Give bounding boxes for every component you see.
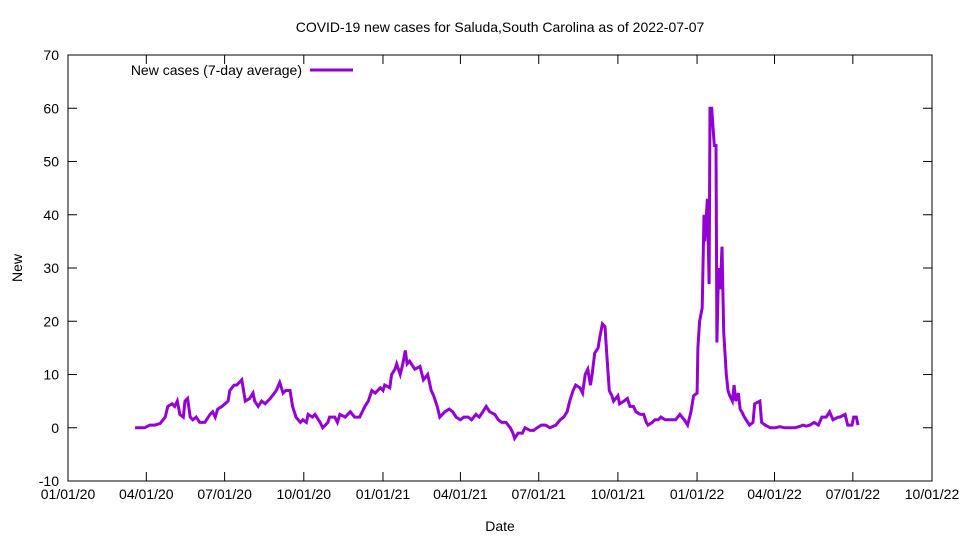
x-tick-label: 07/01/21 bbox=[511, 486, 566, 502]
chart-title: COVID-19 new cases for Saluda,South Caro… bbox=[296, 19, 705, 35]
x-axis-label: Date bbox=[485, 518, 515, 534]
legend: New cases (7-day average) bbox=[131, 62, 353, 78]
y-tick-label: 10 bbox=[43, 367, 59, 383]
x-tick-label: 04/01/22 bbox=[747, 486, 802, 502]
x-tick-label: 01/01/22 bbox=[670, 486, 725, 502]
x-tick-label: 01/01/21 bbox=[356, 486, 411, 502]
x-tick-label: 07/01/22 bbox=[826, 486, 881, 502]
axis-ticks: -10 0 10 20 30 40 50 60 70 01/01/20 04/01/20 07/01/… bbox=[39, 47, 960, 502]
x-tick-label: 01/01/20 bbox=[41, 486, 96, 502]
y-tick-label: 20 bbox=[43, 313, 59, 329]
y-tick-label: 0 bbox=[51, 420, 59, 436]
plot-frame bbox=[67, 54, 933, 482]
x-tick-label: 04/01/21 bbox=[433, 486, 488, 502]
y-tick-label: 70 bbox=[43, 47, 59, 63]
y-tick-label: 40 bbox=[43, 207, 59, 223]
x-tick-label: 10/01/20 bbox=[277, 486, 332, 502]
y-tick-label: 30 bbox=[43, 260, 59, 276]
x-tick-label: 10/01/22 bbox=[905, 486, 960, 502]
y-tick-label: 50 bbox=[43, 154, 59, 170]
y-tick-label: 60 bbox=[43, 100, 59, 116]
y-tick-label: -10 bbox=[39, 473, 59, 489]
x-tick-label: 04/01/20 bbox=[119, 486, 174, 502]
legend-label: New cases (7-day average) bbox=[131, 62, 302, 78]
series-line-new-cases bbox=[135, 106, 860, 442]
y-axis-label: New bbox=[9, 253, 25, 282]
x-tick-label: 10/01/21 bbox=[591, 486, 646, 502]
x-tick-label: 07/01/20 bbox=[197, 486, 252, 502]
